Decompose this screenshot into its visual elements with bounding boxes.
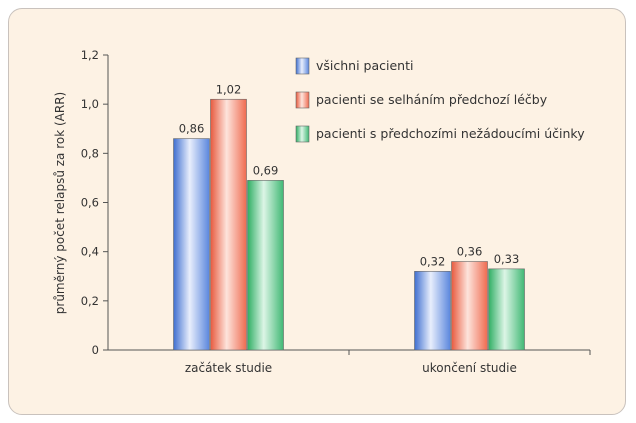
y-tick-label: 1,2: [81, 48, 99, 62]
bar-1-2: [414, 271, 451, 351]
x-tick-label: ukončení studie: [422, 361, 517, 375]
bar-value-label: 1,02: [216, 82, 242, 96]
bar-value-label: 0,86: [179, 122, 205, 136]
y-tick-label: 0,4: [81, 245, 99, 259]
y-tick-label: 1,0: [81, 97, 99, 111]
y-axis-title: průměrný počet relapsů za rok (ARR): [53, 92, 67, 314]
legend-swatch-2: [295, 91, 310, 109]
bar-value-label: 0,33: [494, 252, 520, 266]
bar-value-label: 0,69: [253, 163, 279, 177]
y-tick-label: 0: [92, 343, 99, 357]
y-tick-label: 0,2: [81, 294, 99, 308]
bar-3-1: [247, 180, 284, 351]
bar-3-2: [488, 268, 525, 351]
x-tick-label: začátek studie: [185, 361, 272, 375]
y-tick-label: 0,8: [81, 146, 99, 160]
bar-value-label: 0,32: [420, 254, 446, 268]
legend-swatch-1: [295, 57, 310, 75]
bar-2-1: [210, 98, 247, 351]
bar-2-2: [451, 261, 488, 351]
legend-label-1: všichni pacienti: [316, 58, 413, 73]
y-tick-label: 0,6: [81, 196, 99, 210]
bar-value-label: 0,36: [457, 245, 483, 259]
legend-label-2: pacienti se selháním předchozí léčby: [316, 92, 548, 107]
legend-swatch-3: [295, 125, 310, 143]
bar-1-1: [173, 138, 210, 351]
legend-label-3: pacienti s předchozími nežádoucími účink…: [316, 126, 585, 141]
